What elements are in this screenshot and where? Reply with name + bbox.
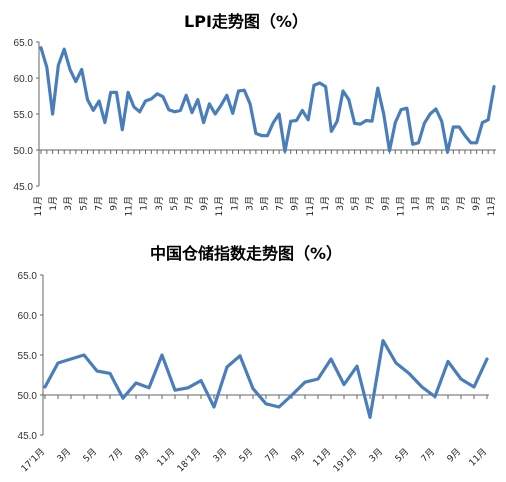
lpi-chart-title: LPI走势图（%） [184,12,308,31]
warehouse-x-tick-label: 7月 [419,446,437,464]
warehouse-y-tick-label: 45.0 [18,431,38,442]
warehouse-index-line-chart: 45.050.055.060.065.017'1月 3月 5月 7月 9月 11月18'1… [18,271,490,474]
warehouse-x-tick-label: 18'1月 [175,446,203,474]
lpi-x-tick-label: 5月 [260,196,271,211]
warehouse-x-tick-label: 5月 [81,446,99,464]
warehouse-x-tick-label: 5月 [237,446,255,464]
warehouse-x-tick-label: 19'1月 [331,446,359,474]
lpi-x-tick-label: 9月 [471,196,482,211]
warehouse-y-tick-label: 55.0 [18,351,38,362]
warehouse-x-tick-label: 5月 [393,446,411,464]
lpi-x-tick-label: 11月 [395,196,406,216]
warehouse-x-tick-label: 3月 [55,446,73,464]
lpi-x-tick-label: 7月 [184,196,195,211]
lpi-x-tick-label: 7月 [93,196,104,211]
lpi-x-tick-label: 11月 [305,196,316,216]
lpi-x-tick-label: 11月 [486,196,497,216]
lpi-x-tick-label: 9月 [290,196,301,211]
lpi-x-tick-label: 3月 [335,196,346,211]
lpi-x-tick-label: 3月 [63,196,74,211]
warehouse-index-chart-title: 中国仓储指数走势图（%） [150,244,342,263]
lpi-x-tick-label: 1月 [320,196,331,211]
lpi-y-tick-label: 50.0 [14,146,34,157]
warehouse-x-tick-label: 11月 [311,446,333,468]
lpi-x-tick-label: 1月 [48,196,59,211]
lpi-x-tick-label: 11月 [214,196,225,216]
lpi-x-tick-label: 1月 [411,196,422,211]
lpi-x-tick-label: 5月 [169,196,180,211]
lpi-x-tick-label: 7月 [456,196,467,211]
lpi-y-tick-label: 45.0 [14,182,34,193]
lpi-y-tick-label: 65.0 [14,38,34,49]
lpi-x-tick-label: 5月 [78,196,89,211]
lpi-x-tick-label: 3月 [426,196,437,211]
warehouse-x-tick-label: 9月 [445,446,463,464]
lpi-x-tick-label: 11月 [124,196,135,216]
warehouse-y-tick-label: 65.0 [18,271,38,282]
lpi-x-tick-label: 11月 [33,196,44,216]
lpi-series-line [39,46,496,154]
lpi-x-tick-label: 9月 [199,196,210,211]
warehouse-series-line [43,339,489,419]
lpi-x-tick-label: 5月 [441,196,452,211]
lpi-x-tick-label: 1月 [229,196,240,211]
warehouse-y-tick-label: 60.0 [18,311,38,322]
warehouse-x-tick-label: 11月 [155,446,177,468]
warehouse-y-tick-label: 50.0 [18,391,38,402]
lpi-x-tick-label: 7月 [365,196,376,211]
warehouse-x-tick-label: 9月 [289,446,307,464]
warehouse-x-tick-label: 3月 [367,446,385,464]
warehouse-x-tick-label: 7月 [263,446,281,464]
lpi-x-tick-label: 3月 [154,196,165,211]
lpi-x-tick-label: 7月 [275,196,286,211]
lpi-x-tick-label: 9月 [380,196,391,211]
warehouse-x-tick-label: 7月 [107,446,125,464]
lpi-x-tick-label: 5月 [350,196,361,211]
lpi-x-tick-label: 3月 [244,196,255,211]
lpi-line-chart: 45.0 50.0 55.0 60.0 65.0 11月 1月 3月 5月 7月 9月 11月 1月 3月… [14,38,497,216]
lpi-y-tick-label: 55.0 [14,110,34,121]
lpi-x-tick-label: 1月 [139,196,150,211]
lpi-y-tick-label: 60.0 [14,74,34,85]
warehouse-x-tick-label: 3月 [211,446,229,464]
warehouse-x-tick-label: 9月 [133,446,151,464]
warehouse-x-tick-label: 11月 [467,446,489,468]
lpi-x-tick-label: 9月 [109,196,120,211]
warehouse-x-tick-label: 17'1月 [19,446,47,474]
